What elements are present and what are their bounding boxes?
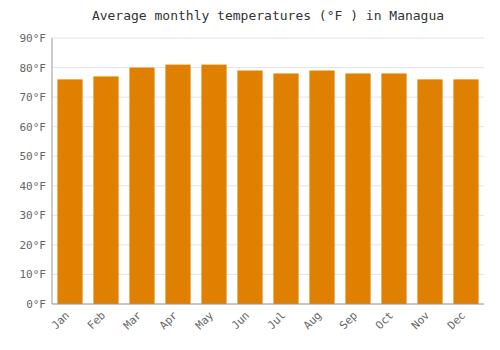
- bar: [201, 65, 226, 304]
- bars: [57, 65, 478, 304]
- x-tick-label: Mar: [121, 309, 145, 333]
- y-tick-label: 20°F: [20, 239, 47, 252]
- bar: [129, 68, 154, 304]
- bar: [57, 79, 82, 304]
- bar: [93, 76, 118, 304]
- x-tick-label: Jan: [49, 309, 72, 332]
- y-tick-label: 30°F: [20, 209, 47, 222]
- bar: [237, 71, 262, 304]
- bar: [417, 79, 442, 304]
- grid-line: [52, 304, 484, 305]
- x-axis: Jan Feb Mar Apr May Jun Jul Aug Sep Oct Nov Dec: [49, 309, 468, 333]
- x-tick-label: Feb: [85, 309, 108, 332]
- bar: [345, 73, 370, 304]
- grid-line: [52, 38, 484, 39]
- y-axis-line: [52, 38, 53, 304]
- y-tick-label: 0°F: [26, 298, 46, 311]
- y-tick-label: 70°F: [20, 91, 47, 104]
- bar: [273, 73, 298, 304]
- x-tick-label: Dec: [445, 309, 468, 332]
- chart-container: Average monthly temperatures (°F ) in Ma…: [0, 0, 500, 350]
- bar: [453, 79, 478, 304]
- x-axis-line: [52, 304, 484, 305]
- y-axis: 0°F 10°F 20°F 30°F 40°F 50°F 60°F 70°F 80°F 90°F: [20, 32, 485, 311]
- chart: Average monthly temperatures (°F ) in Ma…: [0, 0, 500, 350]
- y-tick-label: 80°F: [20, 62, 47, 75]
- bar: [165, 65, 190, 304]
- y-tick-label: 90°F: [20, 32, 47, 45]
- x-tick-label: May: [193, 309, 217, 333]
- x-tick-label: Aug: [301, 309, 324, 332]
- y-tick-label: 40°F: [20, 180, 47, 193]
- x-tick-label: Sep: [337, 309, 360, 332]
- grid-line: [52, 67, 484, 68]
- x-tick-label: Jul: [265, 309, 288, 332]
- bar: [309, 71, 334, 304]
- y-tick-label: 10°F: [20, 268, 47, 281]
- y-tick-label: 50°F: [20, 150, 47, 163]
- y-tick-label: 60°F: [20, 121, 47, 134]
- x-tick-label: Nov: [409, 309, 433, 333]
- x-tick-label: Apr: [157, 309, 181, 333]
- x-tick-label: Jun: [229, 309, 252, 332]
- title: Average monthly temperatures (°F ) in Ma…: [92, 8, 444, 23]
- x-tick-label: Oct: [373, 309, 396, 332]
- bar: [381, 73, 406, 304]
